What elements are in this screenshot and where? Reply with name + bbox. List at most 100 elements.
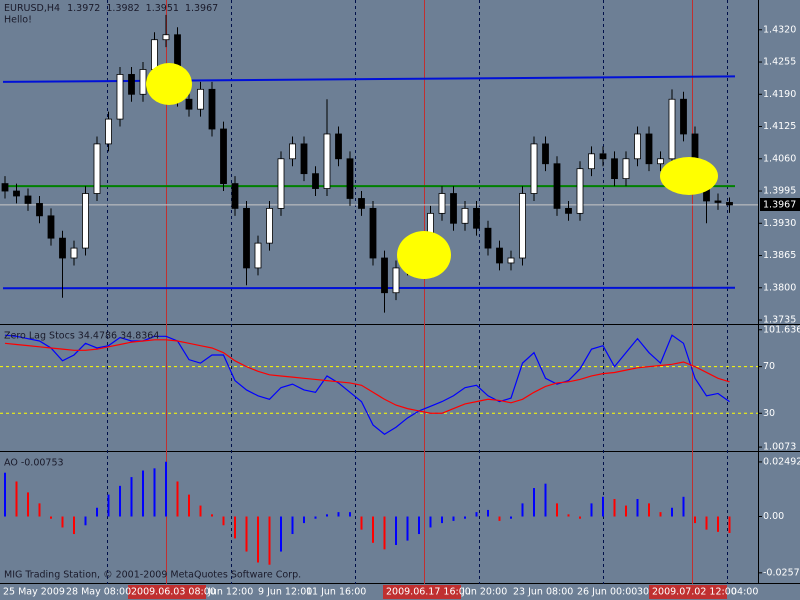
time-label: 25 May 2009 [3,587,65,598]
candle-body [47,215,55,239]
histogram-bar [441,516,443,524]
histogram-bar [349,512,351,517]
candle-body [185,98,193,110]
histogram-bar [671,507,673,517]
histogram-bar [119,485,121,517]
histogram-bar [395,516,397,545]
candle-body [312,173,319,189]
histogram-bar [728,516,731,533]
candle-body [496,247,503,264]
time-label: 2009.07.02 12:00 [652,587,737,598]
histogram-bar [613,498,616,517]
histogram-bar [337,512,340,517]
separators [0,0,800,584]
histogram-bar [521,503,524,517]
candle-body [530,143,538,194]
candle-body [392,267,400,294]
indicator-title: Zero Lag Stocs 34.4786 34.8364 [4,331,159,342]
candle-body [680,98,687,135]
time-label: Jun 20:00 [461,587,507,598]
candle-body [220,128,227,184]
histogram-bar [326,514,328,517]
candle-body [668,98,676,160]
candle-body [231,183,239,209]
time-label: 26 Jun 00:00 [577,587,637,598]
histogram-bar [188,494,190,517]
time-label: 23 Jun 08:00 [513,587,573,598]
histogram-bar [268,516,271,565]
histogram-bar [314,516,317,519]
histogram-bar [280,516,282,552]
histogram-bar [406,516,409,541]
histogram-bar [291,516,294,535]
time-label: 11 Jun 16:00 [306,587,366,598]
histogram-bar [61,516,64,528]
candle-body [726,202,733,206]
candle-body [151,39,158,70]
histogram-bar [659,512,662,517]
candle-body [657,158,664,165]
candle-body [438,193,446,214]
indicator-line [4,334,730,435]
candle-body [59,237,66,259]
histogram-bar [579,516,581,519]
candle-body [139,69,147,95]
candle-body [1,183,9,192]
histogram-bar [153,468,156,517]
histogram-bar [199,505,202,517]
candle-body [128,74,135,95]
candle-body [24,195,32,204]
candle-body [576,168,584,214]
time-label: 04:00 [731,587,758,598]
histogram-bar [556,503,558,517]
price-label: 1.3967 [763,200,796,211]
histogram-bar [717,516,719,532]
period-separators [107,0,728,584]
histogram-bar [73,516,75,535]
y-tick-label: 1.3930 [763,218,796,229]
candle-body [243,207,250,269]
histogram-bar [360,516,363,530]
candle-body [450,193,457,224]
last-open: 1.3972 [67,3,100,14]
y-tick-label: 0.02492 [763,456,800,467]
histogram-bar [222,516,225,526]
candle-body [266,207,273,244]
price-box [760,198,800,211]
histogram-bar [544,483,547,517]
histogram-bar [487,509,489,517]
histogram-bar [452,516,455,521]
time-box [383,585,461,599]
y-tick-label: 1.3995 [763,186,796,197]
candle-body [611,158,618,180]
histogram-bar [165,461,167,517]
histogram-bar [176,481,179,517]
y-tick-label: 1.4320 [763,24,796,35]
candle-body [105,118,112,145]
candle-body [599,153,607,160]
time-label: 30 [637,587,649,598]
indicator-line [4,339,730,414]
time-label: 2009.06.17 16:00 [386,587,471,598]
histogram-bar [130,477,133,517]
candle-body [369,207,377,259]
histogram-bar [648,503,650,517]
candle-body [346,158,354,199]
candle-body [254,242,262,269]
y-tick-label: 1.4255 [763,57,796,68]
footer: MIG Trading Station, © 2001-2009 MetaQuo… [4,570,301,581]
histogram-bar [383,516,386,550]
histogram-bar [625,505,627,517]
candle-body [645,133,653,165]
candle-body [162,34,170,41]
candle-body [553,163,561,209]
histogram-bar [4,472,6,517]
histogram-bar [96,507,98,517]
candle-body [484,227,492,249]
y-tick-label: 1.4190 [763,89,796,100]
histogram-bar [694,516,696,524]
y-tick-label: 1.3865 [763,250,796,261]
histogram-bar [234,516,236,539]
indicator-title: AO -0.00753 [4,458,64,469]
candle-body [323,133,331,189]
